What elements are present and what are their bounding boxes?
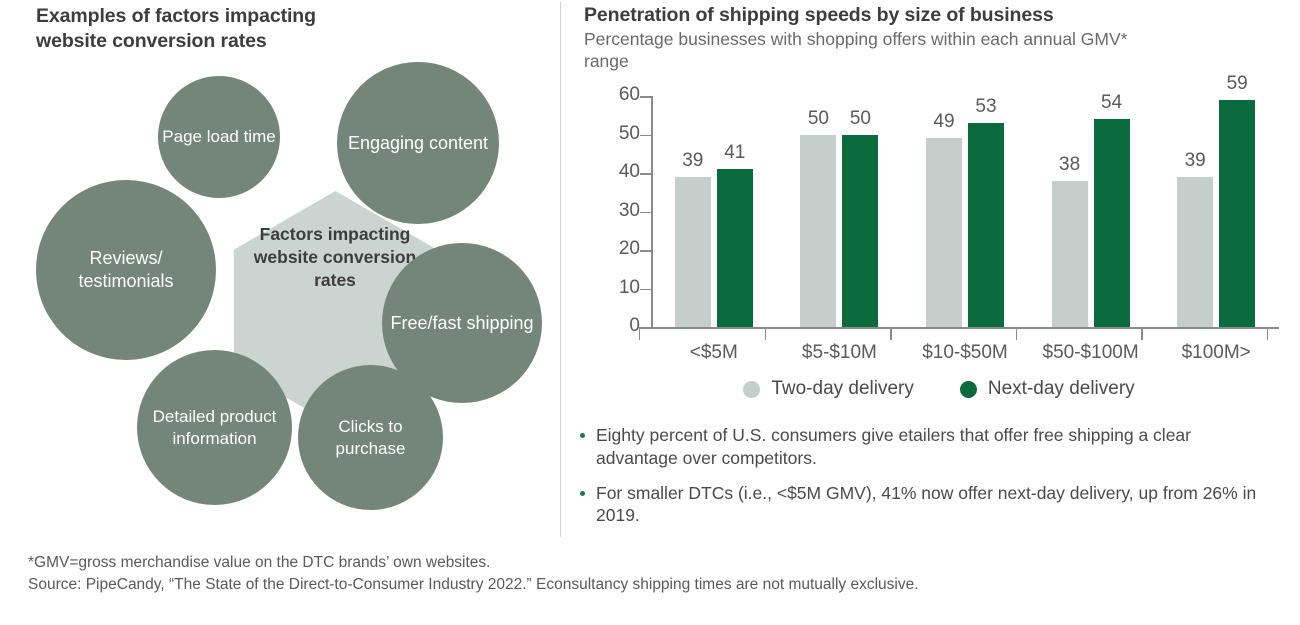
y-axis-tick	[640, 250, 651, 252]
bar-value-label: 38	[1059, 153, 1081, 175]
legend-item: Next-day delivery	[959, 378, 1135, 400]
x-axis-separator-tick	[639, 328, 641, 340]
bar-two-day	[1051, 180, 1088, 327]
x-axis-tick-label: $5-$10M	[801, 342, 877, 363]
shipping-speeds-bar-chart: 0 10 20 30 40 50 60 39 41 50 50 49 53 38 54 39 59 <$5M $…	[584, 73, 1294, 370]
bubble-detailed-product-information: Detailed product information	[137, 350, 292, 505]
bar-value-label: 50	[849, 107, 871, 129]
y-axis-tick-label: 60	[618, 84, 640, 105]
bullet-dot-icon	[580, 490, 585, 496]
x-axis-separator-tick	[1015, 328, 1018, 340]
list-item: Eighty percent of U.S. consumers give et…	[578, 424, 1258, 470]
bar-value-label: 59	[1226, 72, 1248, 94]
legend-swatch-icon	[959, 380, 977, 398]
bar-value-label: 39	[1184, 149, 1206, 171]
bubble-label: Detailed product information	[152, 407, 277, 448]
bubble-clicks-to-purchase: Clicks to purchase	[298, 365, 443, 510]
right-panel: Penetration of shipping speeds by size o…	[560, 0, 1300, 540]
bubble-label: Free/fast shipping	[390, 312, 534, 333]
chart-subtitle: Percentage businesses with shopping offe…	[584, 29, 1128, 72]
bubble-reviews-testimonials: Reviews/ testimonials	[36, 180, 216, 360]
bubble-label: Engaging content	[347, 132, 489, 153]
x-axis-tick-label: $50-$100M	[1042, 342, 1139, 363]
y-axis-tick	[640, 96, 651, 98]
y-axis-tick	[640, 211, 651, 214]
bar-value-label: 54	[1101, 92, 1123, 114]
y-axis-tick-label: 20	[618, 238, 640, 259]
x-axis-tick-label: $100M>	[1181, 342, 1251, 363]
gmv-footnote: *GMV=gross merchandise value on the DTC …	[28, 554, 491, 571]
x-axis-separator-tick	[764, 328, 766, 340]
x-axis-separator-tick	[1267, 328, 1269, 340]
factors-bubble-diagram: Factors impacting website conversion rat…	[30, 58, 560, 538]
x-axis-line	[639, 327, 1279, 329]
bar-two-day	[674, 176, 711, 327]
legend-label: Next-day delivery	[987, 378, 1135, 399]
y-axis-tick-label: 30	[618, 199, 640, 221]
source-note: Source: PipeCandy, “The State of the Dir…	[28, 576, 919, 594]
bar-value-label: 41	[724, 142, 746, 164]
x-axis-separator-tick	[890, 328, 892, 340]
footer-notes: *GMV=gross merchandise value on the DTC …	[28, 552, 1278, 597]
x-axis-tick-label: <$5M	[689, 342, 738, 363]
bubble-page-load-time: Page load time	[158, 76, 280, 198]
y-axis-tick	[640, 288, 651, 291]
bar-value-label: 49	[933, 111, 955, 133]
insight-bullets: Eighty percent of U.S. consumers give et…	[578, 424, 1258, 539]
bubble-label: Clicks to purchase	[335, 417, 406, 458]
legend-swatch-icon	[743, 380, 761, 398]
bar-next-day	[1219, 99, 1256, 327]
y-axis-tick	[640, 134, 651, 137]
y-axis-tick-label: 0	[629, 315, 640, 336]
panel-divider	[560, 2, 561, 537]
bar-value-label: 53	[975, 95, 997, 117]
y-axis-line	[651, 96, 653, 328]
hub-label: Factors impacting website conversion rat…	[253, 224, 417, 290]
x-axis-separator-tick	[1141, 328, 1143, 340]
y-axis-tick-label: 40	[618, 161, 640, 182]
y-axis-tick-label: 50	[618, 122, 640, 144]
bar-two-day	[926, 138, 962, 327]
bar-two-day	[1177, 176, 1214, 327]
bubble-engaging-content: Engaging content	[337, 62, 499, 224]
left-panel-title: Examples of factors impacting website co…	[36, 5, 316, 52]
bar-next-day	[716, 169, 753, 327]
left-panel: Examples of factors impacting website co…	[0, 0, 560, 540]
x-axis-tick-label: $10-$50M	[922, 342, 1008, 363]
bar-value-label: 39	[682, 149, 704, 171]
bar-two-day	[800, 134, 837, 327]
bar-next-day	[968, 122, 1004, 327]
bubble-label: Reviews/ testimonials	[78, 248, 174, 291]
y-axis-tick-label: 10	[618, 276, 640, 298]
bullet-text: Eighty percent of U.S. consumers give et…	[596, 425, 1191, 468]
list-item: For smaller DTCs (i.e., <$5M GMV), 41% n…	[578, 482, 1258, 528]
bar-next-day	[842, 134, 879, 327]
y-axis-tick	[640, 327, 651, 329]
bar-value-label: 50	[807, 107, 829, 129]
chart-title: Penetration of shipping speeds by size o…	[584, 4, 1054, 26]
legend-item: Two-day delivery	[743, 378, 914, 400]
legend-label: Two-day delivery	[771, 378, 914, 399]
chart-legend: Two-day delivery Next-day delivery	[584, 378, 1294, 400]
bar-next-day	[1093, 119, 1130, 327]
bullet-dot-icon	[580, 433, 585, 438]
y-axis-tick	[640, 173, 651, 175]
bubble-label: Page load time	[162, 127, 276, 147]
bullet-text: For smaller DTCs (i.e., <$5M GMV), 41% n…	[596, 482, 1257, 526]
